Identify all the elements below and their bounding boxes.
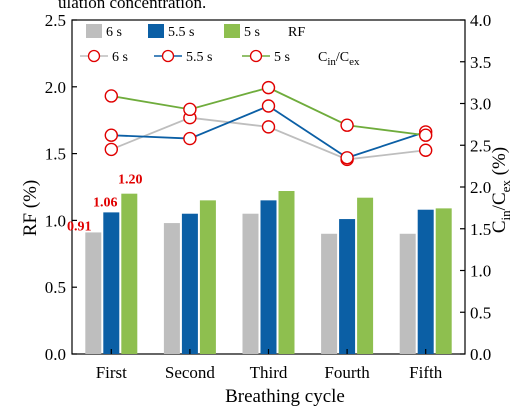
y2-tick-label: 2.5: [470, 136, 491, 155]
bar-5-5-s-fourth: [339, 219, 356, 354]
legend-label: 5.5 s: [168, 25, 194, 40]
y-tick-label: 2.0: [45, 78, 66, 97]
legend-swatch-5-5-s: [148, 24, 164, 38]
axes: 0.0 0.5 1.0 1.5 2.0 2.5 0.0 0.5 1.0 1.5 2.0 2.5 3.0 3…: [45, 11, 492, 382]
y-tick-label: 1.5: [45, 145, 66, 164]
caption-fragment: ulation concentration.: [58, 0, 206, 12]
y2-tick-label: 0.0: [470, 345, 491, 364]
y-axis-title: RF (%): [20, 180, 41, 236]
y-tick-label: 1.0: [45, 211, 66, 230]
legend: 6 s 5.5 s 5 s RF 6 s 5.5 s 5 s Cin/Cex: [80, 24, 360, 68]
bar-5-s-fifth: [435, 208, 452, 354]
marker-5-5-s-fourth: [340, 151, 354, 165]
marker-5-5-s-third: [261, 99, 276, 113]
marker-6-s-first: [104, 142, 119, 157]
marker-6-s-third: [261, 120, 276, 134]
marker-5-s-fifth: [419, 128, 433, 142]
data-label-6-s: 0.91: [67, 219, 92, 234]
legend-rf-label: RF: [288, 25, 305, 40]
bar-5-s-third: [278, 191, 295, 354]
y2-tick-label: 1.0: [470, 262, 491, 281]
bar-6-s-first: [85, 232, 102, 354]
marker-5-5-s-first: [104, 128, 119, 142]
y-tick-label: 0.0: [45, 345, 66, 364]
y2-tick-label: 2.0: [470, 178, 491, 197]
legend-label: 6 s: [112, 50, 128, 65]
line-layer: [104, 80, 433, 167]
x-tick-label-fourth: Fourth: [324, 363, 370, 382]
bar-6-s-second: [163, 223, 180, 354]
x-tick-label-first: First: [96, 363, 127, 382]
marker-5-s-fourth: [340, 118, 354, 132]
y2-tick-label: 1.5: [470, 220, 491, 239]
y-tick-label: 2.5: [45, 11, 66, 30]
legend-c-label: Cin/Cex: [318, 50, 360, 68]
marker-6-s-fifth: [419, 143, 433, 157]
x-tick-label-third: Third: [250, 363, 288, 382]
marker-5-s-second: [183, 102, 197, 117]
legend-label: 6 s: [106, 25, 122, 40]
legend-label: 5 s: [274, 50, 290, 65]
marker-5-5-s-second: [183, 131, 197, 146]
bar-5-s-fourth: [357, 197, 374, 354]
bar-5-5-s-fifth: [417, 209, 434, 354]
x-tick-label-fifth: Fifth: [409, 363, 443, 382]
data-label-5-s: 1.20: [118, 173, 143, 188]
data-label-5-5-s: 1.06: [93, 195, 118, 210]
legend-marker: [87, 49, 101, 63]
bar-5-5-s-first: [103, 212, 120, 354]
bar-layer: [85, 191, 452, 354]
bar-5-5-s-third: [260, 200, 277, 354]
bar-5-5-s-second: [181, 213, 198, 354]
bar-6-s-fourth: [321, 233, 338, 354]
y2-tick-label: 4.0: [470, 11, 491, 30]
marker-5-s-third: [261, 80, 276, 95]
legend-label: 5.5 s: [186, 50, 212, 65]
legend-swatch-5-s: [224, 24, 240, 38]
y2-tick-label: 3.5: [470, 53, 491, 72]
y2-axis-title: Cin/Cex (%): [489, 147, 513, 233]
x-axis-title: Breathing cycle: [225, 386, 345, 407]
legend-marker: [249, 49, 263, 63]
bar-6-s-fifth: [399, 233, 416, 354]
bar-5-s-second: [199, 200, 216, 354]
data-labels: 0.911.061.20: [67, 173, 143, 235]
legend-marker: [161, 49, 175, 63]
legend-swatch-6-s: [86, 24, 102, 38]
y2-tick-label: 3.0: [470, 95, 491, 114]
bar-6-s-third: [242, 213, 259, 354]
y2-tick-label: 0.5: [470, 303, 491, 322]
legend-label: 5 s: [244, 25, 260, 40]
marker-5-s-first: [104, 89, 119, 103]
y-tick-label: 0.5: [45, 278, 66, 297]
x-tick-label-second: Second: [165, 363, 216, 382]
bar-5-s-first: [121, 193, 138, 354]
